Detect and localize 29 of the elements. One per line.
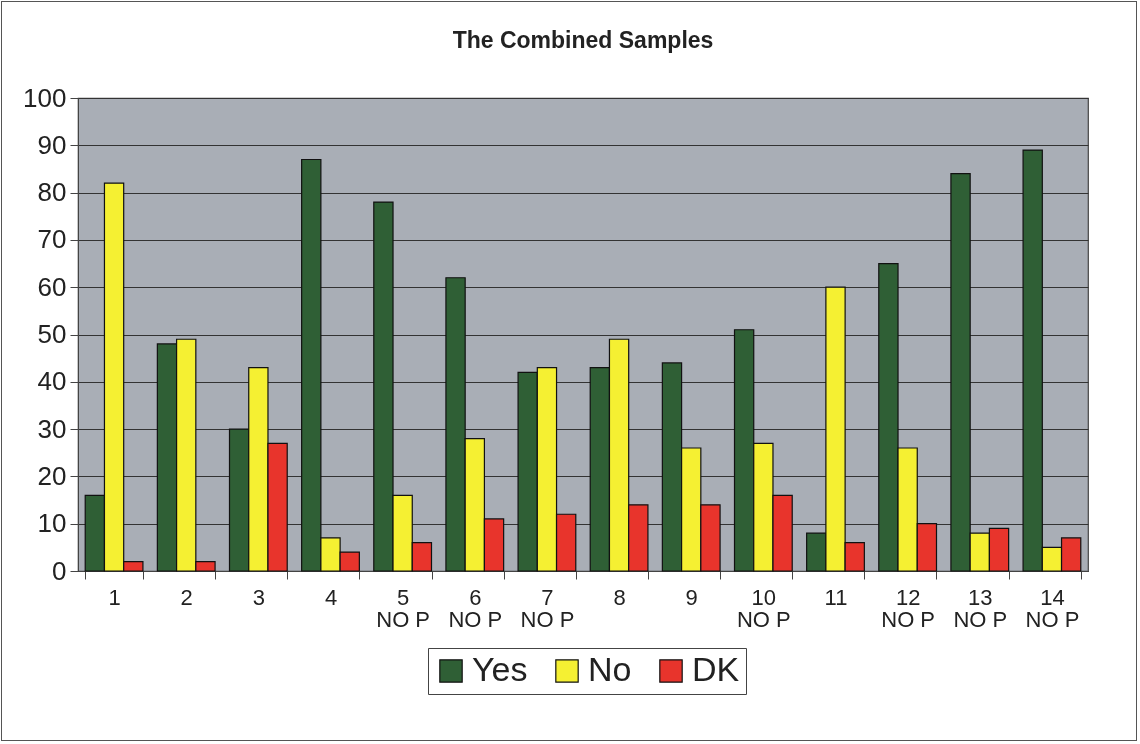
legend-label: DK: [692, 650, 740, 688]
chart-title: The Combined Samples: [452, 27, 714, 53]
x-tick-label: 12 NO P: [881, 584, 936, 632]
y-tick-label: 100: [23, 82, 67, 113]
y-tick-label: 30: [37, 413, 67, 444]
x-tick-label: 4: [324, 584, 338, 610]
y-tick-label: 20: [37, 460, 67, 491]
y-tick-label: 80: [37, 177, 67, 208]
x-tick-label: 10 NO P: [736, 584, 791, 632]
y-tick-label: 0: [52, 555, 67, 586]
y-tick-label: 40: [37, 366, 67, 397]
x-tick-label: 7 NO P: [520, 584, 575, 632]
y-tick-label: 60: [37, 271, 67, 302]
x-tick-label: 9: [685, 584, 698, 610]
y-tick-label: 10: [37, 508, 67, 539]
x-tick-label: 11: [824, 584, 848, 610]
x-tick-label: 14 NO P: [1025, 584, 1080, 632]
x-tick-label: 3: [252, 584, 265, 610]
x-tick-label: 6 NO P: [448, 584, 503, 632]
x-tick-label: 5 NO P: [376, 584, 431, 632]
y-tick-label: 90: [37, 129, 67, 160]
y-tick-label: 50: [37, 319, 67, 349]
x-tick-label: 2: [180, 584, 193, 610]
x-tick-label: 1: [108, 584, 121, 610]
legend-label: Yes: [472, 650, 528, 688]
legend-label: No: [588, 650, 632, 688]
x-tick-label: 8: [613, 584, 626, 610]
x-tick-label: 13 NO P: [953, 584, 1008, 632]
y-tick-label: 70: [37, 224, 67, 255]
